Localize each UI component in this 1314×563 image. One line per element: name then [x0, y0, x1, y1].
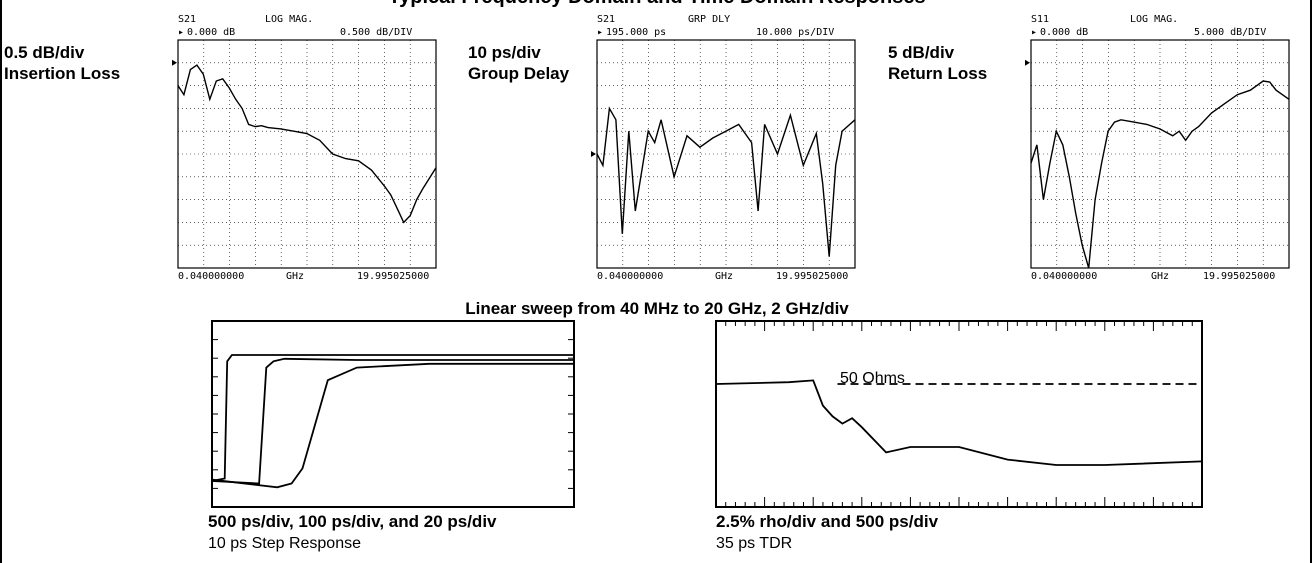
step-caption-bold: 500 ps/div, 100 ps/div, and 20 ps/div — [208, 512, 497, 531]
insertion-loss-title-label: Insertion Loss — [4, 64, 121, 83]
tdr-caption: 35 ps TDR — [716, 535, 793, 552]
reference-marker — [591, 151, 596, 157]
plot1-format: LOG MAG. — [265, 14, 314, 25]
plot1-x-start: 0.040000000 — [178, 271, 245, 282]
plot2-x-start: 0.040000000 — [597, 271, 664, 282]
step-trace-0 — [211, 354, 574, 482]
plot3-x-stop: 19.995025000 — [1203, 271, 1276, 282]
plot1-ref-marker: ▸ — [178, 27, 185, 38]
plot3-ref-value: 0.000 dB — [1040, 27, 1089, 38]
group-delay-plot — [591, 39, 856, 269]
step-trace-2 — [211, 362, 574, 489]
insertion-loss-scale-label: 0.5 dB/div — [4, 43, 85, 62]
step-response-plot — [211, 320, 575, 508]
data-trace — [596, 106, 856, 257]
plot3-format: LOG MAG. — [1130, 14, 1179, 25]
plot1-param: S21 — [178, 14, 197, 25]
plot3-x-start: 0.040000000 — [1031, 271, 1098, 282]
plot2-x-stop: 19.995025000 — [776, 271, 849, 282]
return-loss-label: 5 dB/div Return Loss — [888, 42, 987, 84]
group-delay-label: 10 ps/div Group Delay — [468, 42, 569, 84]
sweep-label: Linear sweep from 40 MHz to 20 GHz, 2 GH… — [465, 299, 849, 318]
tdr-plot: 50 Ohms — [715, 320, 1203, 508]
plot2-ref-marker: ▸ — [597, 27, 604, 38]
plot3-scale: 5.000 dB/DIV — [1194, 27, 1267, 38]
plot1-ref-value: 0.000 dB — [187, 27, 236, 38]
tdr-caption-bold: 2.5% rho/div and 500 ps/div — [716, 512, 939, 531]
plot1-scale: 0.500 dB/DIV — [340, 27, 413, 38]
group-delay-scale-label: 10 ps/div — [468, 43, 541, 62]
plot2-x-unit: GHz — [715, 271, 734, 282]
figure-title: Typical Frequency Domain and Time Domain… — [0, 0, 1314, 9]
plot1-x-stop: 19.995025000 — [357, 271, 430, 282]
data-trace — [177, 64, 437, 224]
return-loss-plot — [1025, 39, 1290, 269]
return-loss-title-label: Return Loss — [888, 64, 988, 83]
return-loss-scale-label: 5 dB/div — [888, 43, 955, 62]
reference-marker — [1025, 59, 1030, 66]
plot-border — [211, 320, 575, 508]
reference-marker — [172, 59, 177, 66]
plot3-x-unit: GHz — [1151, 271, 1170, 282]
group-delay-title-label: Group Delay — [468, 64, 570, 83]
insertion-loss-label: 0.5 dB/div Insertion Loss — [4, 42, 120, 84]
plot3-ref-marker: ▸ — [1031, 27, 1038, 38]
data-trace — [1030, 80, 1290, 269]
plot3-param: S11 — [1031, 14, 1050, 25]
plot-border — [715, 320, 1203, 508]
plot2-ref-value: 195.000 ps — [606, 27, 667, 38]
plot1-x-unit: GHz — [286, 271, 305, 282]
fifty-ohm-label: 50 Ohms — [840, 370, 905, 387]
plot2-format: GRP DLY — [688, 14, 731, 25]
tdr-trace — [715, 379, 1203, 466]
plot2-scale: 10.000 ps/DIV — [756, 27, 835, 38]
step-trace-1 — [211, 357, 574, 485]
insertion-loss-plot — [172, 39, 437, 269]
plot2-param: S21 — [597, 14, 616, 25]
step-caption: 10 ps Step Response — [208, 535, 361, 552]
